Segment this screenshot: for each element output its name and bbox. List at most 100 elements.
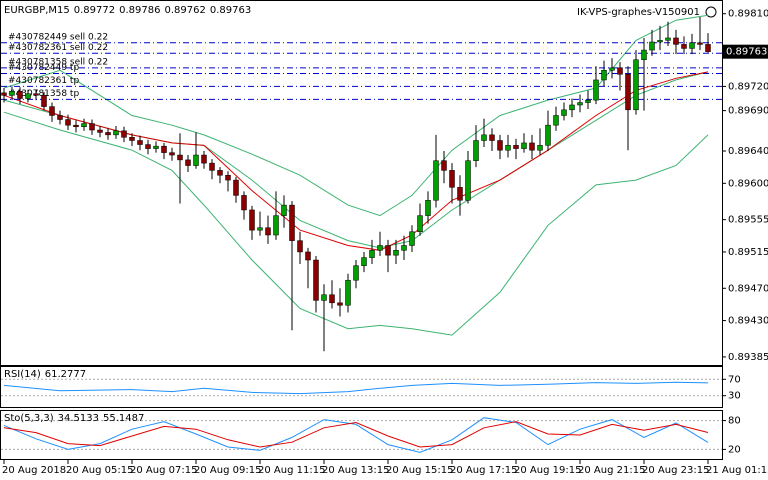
y-tick-label: 30: [728, 391, 741, 402]
candle-body: [281, 204, 287, 216]
y-tick-label: 0.89555: [728, 215, 768, 226]
candle-body: [441, 160, 447, 171]
y-tick-label: 0.89515: [728, 247, 768, 258]
overlay-line: [3, 111, 709, 336]
candle-body: [633, 59, 639, 111]
x-tick-label: 20 Aug 21:15: [578, 465, 645, 476]
candle-body: [313, 259, 319, 301]
candle-body: [1, 92, 7, 96]
candle-body: [585, 99, 591, 103]
y-tick-label: 0.89720: [728, 81, 768, 92]
x-tick-label: 20 Aug 2018: [2, 465, 66, 476]
order-label: #430782449 sell 0.22: [8, 32, 108, 42]
candle-body: [177, 154, 183, 161]
candle-body: [481, 134, 487, 141]
order-label: #430782361 tp: [8, 76, 79, 86]
candle-body: [73, 124, 79, 128]
last-price-box: [722, 44, 768, 59]
candle-body: [513, 145, 519, 149]
y-tick-label: 0.89600: [728, 178, 768, 189]
last-price-label: 0.89763: [726, 47, 767, 58]
candle-body: [33, 93, 39, 96]
candle-body: [417, 215, 423, 233]
order-label: #430782361 sell 0.22: [8, 43, 108, 53]
candle-body: [537, 145, 543, 151]
panel-header: Sto(5,3,3) 34.5133 55.1487: [4, 413, 144, 424]
candle-body: [497, 140, 503, 151]
candle-body: [185, 159, 191, 166]
candle-body: [25, 93, 31, 99]
y-tick-label: 0.89430: [728, 316, 768, 327]
candle-body: [17, 91, 23, 99]
panel-title: Sto(5,3,3): [4, 413, 54, 424]
indicator-line: [3, 417, 709, 453]
candle-body: [297, 240, 303, 253]
candle-body: [41, 95, 47, 107]
candle-body: [265, 227, 271, 236]
candle-body: [401, 245, 407, 251]
candle-body: [9, 91, 15, 96]
candle-body: [545, 124, 551, 146]
candle-body: [577, 102, 583, 106]
candle-body: [217, 170, 223, 176]
candle-body: [361, 257, 367, 266]
panel-value: 34.5133: [58, 413, 99, 424]
watermark: IK-VPS-graphes-V150901: [577, 7, 700, 18]
candle-body: [49, 106, 55, 116]
panel-header: RSI(14) 61.2777: [4, 369, 86, 380]
candle-body: [81, 123, 87, 128]
y-tick-label: 20: [728, 444, 741, 455]
candle-body: [145, 144, 151, 149]
candle-body: [601, 70, 607, 81]
y-tick-label: 0.89470: [728, 283, 768, 294]
candle-body: [257, 227, 263, 231]
candle-body: [529, 142, 535, 151]
order-label: #430782449 tp: [8, 63, 79, 73]
candle-body: [305, 251, 311, 261]
ohlc-value: 0.89786: [119, 5, 160, 16]
candle-body: [673, 37, 679, 45]
candle-body: [329, 294, 335, 304]
x-tick-label: 20 Aug 13:15: [322, 465, 389, 476]
candle-body: [433, 160, 439, 201]
panel-value: 55.1487: [103, 413, 144, 424]
candle-body: [369, 250, 375, 258]
candle-body: [129, 137, 135, 141]
candle-body: [393, 250, 399, 256]
candle-body: [137, 140, 143, 145]
overlay-line: [3, 14, 709, 217]
y-tick-label: 70: [728, 374, 741, 385]
indicator-line: [3, 381, 709, 395]
x-tick-label: 20 Aug 23:15: [642, 465, 709, 476]
candle-body: [385, 245, 391, 256]
chart-title: EURGBP,M15: [4, 5, 70, 16]
indicator-line: [3, 421, 709, 448]
candle-body: [121, 130, 127, 138]
candle-body: [105, 132, 111, 136]
candle-body: [209, 162, 215, 171]
candle-body: [665, 37, 671, 41]
candle-body: [641, 49, 647, 61]
candle-body: [201, 154, 207, 164]
x-tick-label: 20 Aug 19:15: [514, 465, 581, 476]
y-tick-label: 0.89810: [728, 9, 768, 20]
candle-body: [225, 174, 231, 181]
panel-title: RSI(14): [4, 369, 41, 380]
x-tick-label: 20 Aug 07:15: [130, 465, 197, 476]
candle-body: [65, 119, 71, 126]
candle-body: [337, 302, 343, 306]
candle-body: [553, 115, 559, 126]
candle-body: [521, 142, 527, 149]
candle-body: [409, 231, 415, 246]
x-tick-label: 20 Aug 17:15: [450, 465, 517, 476]
x-tick-label: 21 Aug 01:15: [706, 465, 768, 476]
ohlc-value: 0.89763: [210, 5, 251, 16]
candle-body: [561, 109, 567, 116]
candle-body: [489, 134, 495, 141]
candle-body: [289, 204, 295, 241]
candle-body: [617, 67, 623, 75]
candle-body: [377, 245, 383, 251]
candle-body: [473, 140, 479, 161]
